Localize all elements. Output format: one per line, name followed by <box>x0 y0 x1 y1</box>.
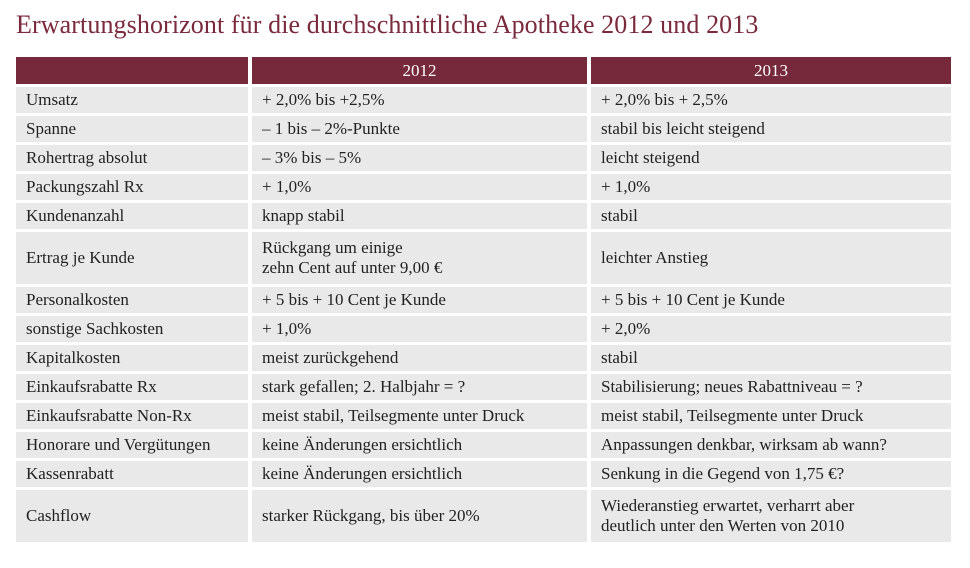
row-label: Personalkosten <box>16 287 248 313</box>
cell-2012: starker Rückgang, bis über 20% <box>252 490 587 542</box>
row-label: Spanne <box>16 116 248 142</box>
row-label: sonstige Sachkosten <box>16 316 248 342</box>
cell-2013: + 2,0% bis + 2,5% <box>591 87 951 113</box>
row-label: Kassenrabatt <box>16 461 248 487</box>
cell-2013: Anpassungen denkbar, wirksam ab wann? <box>591 432 951 458</box>
row-label: Kapitalkosten <box>16 345 248 371</box>
cell-2013: leicht steigend <box>591 145 951 171</box>
cell-2013: leichter Anstieg <box>591 232 951 284</box>
row-label: Umsatz <box>16 87 248 113</box>
cell-2012: knapp stabil <box>252 203 587 229</box>
cell-2012: – 3% bis – 5% <box>252 145 587 171</box>
cell-2013: + 5 bis + 10 Cent je Kunde <box>591 287 951 313</box>
row-label: Einkaufsrabatte Rx <box>16 374 248 400</box>
cell-2013: stabil <box>591 345 951 371</box>
row-label: Honorare und Vergütungen <box>16 432 248 458</box>
cell-2012: Rückgang um einige zehn Cent auf unter 9… <box>252 232 587 284</box>
cell-2012: keine Änderungen ersichtlich <box>252 461 587 487</box>
cell-2013: Stabilisierung; neues Rabattniveau = ? <box>591 374 951 400</box>
cell-2013: meist stabil, Teilsegmente unter Druck <box>591 403 951 429</box>
cell-2012: + 1,0% <box>252 174 587 200</box>
cell-2012: meist stabil, Teilsegmente unter Druck <box>252 403 587 429</box>
cell-2012: meist zurückgehend <box>252 345 587 371</box>
header-cell-label <box>16 57 248 84</box>
cell-2013: Senkung in die Gegend von 1,75 €? <box>591 461 951 487</box>
header-cell-2013: 2013 <box>591 57 951 84</box>
header-cell-2012: 2012 <box>252 57 587 84</box>
cell-2012: – 1 bis – 2%-Punkte <box>252 116 587 142</box>
row-label: Packungszahl Rx <box>16 174 248 200</box>
page-title: Erwartungshorizont für die durchschnittl… <box>16 10 758 40</box>
row-label: Ertrag je Kunde <box>16 232 248 284</box>
cell-2012: + 2,0% bis +2,5% <box>252 87 587 113</box>
cell-2013: + 2,0% <box>591 316 951 342</box>
cell-2013: stabil bis leicht steigend <box>591 116 951 142</box>
cell-2013: + 1,0% <box>591 174 951 200</box>
cell-2012: keine Änderungen ersichtlich <box>252 432 587 458</box>
row-label: Cashflow <box>16 490 248 542</box>
forecast-table: 2012 2013 Umsatz + 2,0% bis +2,5% + 2,0%… <box>16 57 951 542</box>
cell-2013: Wiederanstieg erwartet, verharrt aber de… <box>591 490 951 542</box>
cell-2012: stark gefallen; 2. Halbjahr = ? <box>252 374 587 400</box>
cell-2012: + 5 bis + 10 Cent je Kunde <box>252 287 587 313</box>
row-label: Rohertrag absolut <box>16 145 248 171</box>
cell-2013: stabil <box>591 203 951 229</box>
cell-2012: + 1,0% <box>252 316 587 342</box>
row-label: Kundenanzahl <box>16 203 248 229</box>
row-label: Einkaufsrabatte Non-Rx <box>16 403 248 429</box>
